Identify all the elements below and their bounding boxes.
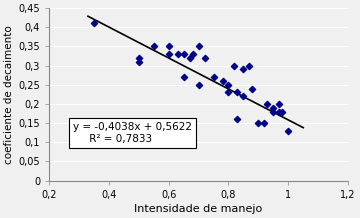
Point bbox=[276, 102, 282, 106]
Point bbox=[270, 110, 276, 113]
Point bbox=[285, 129, 291, 133]
Point bbox=[240, 68, 246, 71]
Point bbox=[166, 52, 172, 56]
Point bbox=[181, 75, 186, 79]
Point bbox=[136, 60, 142, 64]
Point bbox=[181, 52, 186, 56]
Point bbox=[91, 22, 97, 25]
Point bbox=[211, 75, 216, 79]
Point bbox=[190, 52, 195, 56]
Point bbox=[151, 45, 157, 48]
Point bbox=[196, 45, 202, 48]
Point bbox=[231, 64, 237, 67]
Point bbox=[265, 102, 270, 106]
Text: y = -0,4038x + 0,5622
     R² = 0,7833: y = -0,4038x + 0,5622 R² = 0,7833 bbox=[73, 122, 192, 143]
Point bbox=[220, 79, 225, 83]
Point bbox=[240, 95, 246, 98]
Point bbox=[202, 56, 207, 60]
Point bbox=[226, 91, 231, 94]
Point bbox=[187, 56, 193, 60]
Point bbox=[136, 56, 142, 60]
Point bbox=[270, 106, 276, 110]
Point bbox=[247, 64, 252, 67]
Point bbox=[235, 91, 240, 94]
Point bbox=[196, 83, 202, 87]
Point bbox=[226, 83, 231, 87]
Point bbox=[249, 87, 255, 90]
X-axis label: Intensidade de manejo: Intensidade de manejo bbox=[135, 204, 263, 214]
Point bbox=[261, 121, 267, 125]
Point bbox=[279, 110, 285, 113]
Point bbox=[276, 110, 282, 113]
Y-axis label: coeficiente de decaimento: coeficiente de decaimento bbox=[4, 25, 14, 164]
Point bbox=[235, 118, 240, 121]
Point bbox=[256, 121, 261, 125]
Point bbox=[166, 45, 172, 48]
Point bbox=[175, 52, 181, 56]
